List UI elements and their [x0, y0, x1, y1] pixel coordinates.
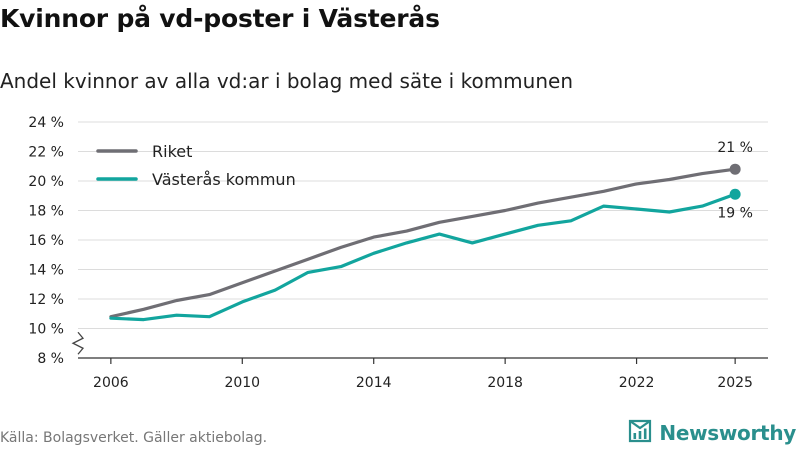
y-tick-label: 14 %: [28, 263, 64, 279]
y-tick-label: 22 %: [28, 145, 64, 161]
source-note: Källa: Bolagsverket. Gäller aktiebolag.: [0, 430, 268, 446]
series-end-dot: [729, 188, 741, 200]
series-line: [109, 192, 737, 322]
x-tick-label: 2014: [356, 375, 392, 391]
x-tick-label: 2010: [224, 375, 260, 391]
end-value-label: 19 %: [717, 205, 753, 221]
legend: Riket Västerås kommun: [96, 142, 296, 189]
series-end-dot: [729, 163, 741, 175]
y-tick-label: 12 %: [28, 292, 64, 308]
legend-label: Västerås kommun: [152, 170, 296, 189]
y-tick-label: 16 %: [28, 233, 64, 249]
x-tick-label: 2022: [619, 375, 655, 391]
axis-break-marker: [71, 331, 85, 355]
y-tick-label: 8 %: [37, 351, 64, 367]
chart-title: Kvinnor på vd-poster i Västerås: [0, 4, 440, 33]
newsworthy-logo[interactable]: Newsworthy: [627, 418, 796, 448]
x-tick-label: 2018: [487, 375, 523, 391]
y-tick-label: 24 %: [28, 115, 64, 131]
x-tick-label: 2025: [717, 375, 753, 391]
axes: 8 % 10 % 12 % 14 % 16 % 18 % 20 % 22 % 24 % 2006 2…: [28, 115, 768, 391]
x-tick-label: 2006: [93, 375, 129, 391]
brand-name: Newsworthy: [659, 421, 796, 445]
newsworthy-icon: [627, 418, 653, 448]
chart-subtitle: Andel kvinnor av alla vd:ar i bolag med …: [0, 69, 573, 93]
end-labels: 21 % 19 %: [717, 140, 753, 221]
y-tick-label: 10 %: [28, 322, 64, 338]
y-tick-label: 18 %: [28, 204, 64, 220]
series-line: [109, 167, 737, 319]
gridlines: [78, 121, 768, 329]
y-tick-label: 20 %: [28, 174, 64, 190]
legend-label: Riket: [152, 142, 192, 161]
series-lines: [109, 163, 741, 322]
end-value-label: 21 %: [717, 140, 753, 156]
